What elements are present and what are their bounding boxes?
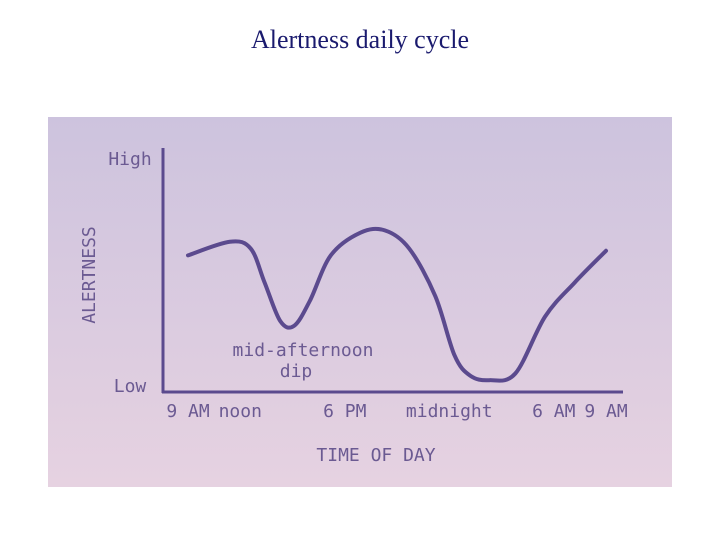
slide-title: Alertness daily cycle [251, 25, 469, 54]
x-tick-label: midnight [406, 401, 493, 422]
x-tick-label: 9 AM [584, 401, 628, 422]
x-tick-label: noon [219, 401, 262, 422]
x-tick-label: 6 AM [532, 401, 576, 422]
y-tick-label: Low [114, 376, 147, 397]
y-tick-label: High [108, 149, 151, 170]
alertness-line [186, 226, 608, 383]
x-tick-label: 9 AM [166, 401, 210, 422]
y-axis-label: ALERTNESS [79, 226, 100, 324]
x-tick-label: 6 PM [323, 401, 367, 422]
annotation: dip [280, 361, 313, 382]
x-axis-label: TIME OF DAY [316, 445, 435, 466]
annotation: mid-afternoon [233, 340, 374, 361]
chart-panel [48, 117, 672, 487]
